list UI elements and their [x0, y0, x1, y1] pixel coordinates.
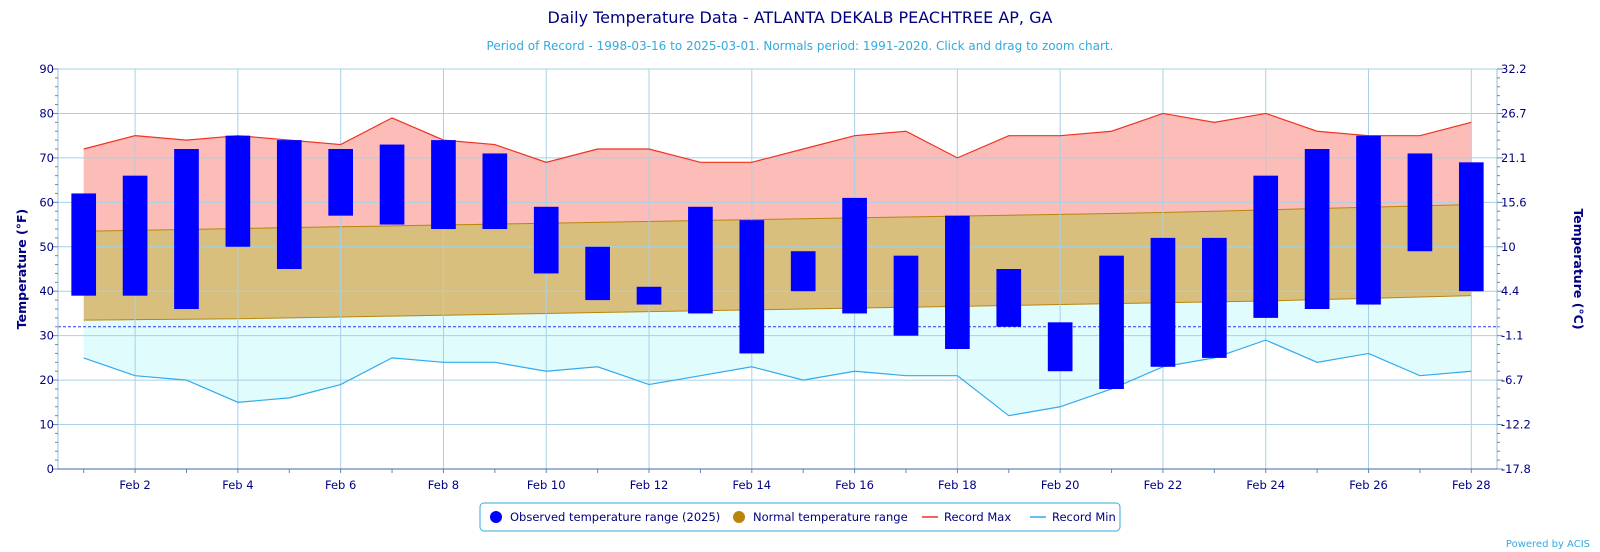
x-tick-label: Feb 18	[938, 478, 977, 492]
x-tick-label: Feb 22	[1144, 478, 1183, 492]
observed-bar[interactable]	[1047, 322, 1073, 372]
normal-low-line	[83, 295, 1472, 321]
legend-label: Normal temperature range	[753, 510, 908, 524]
record-low-band	[83, 295, 1472, 416]
observed-bar[interactable]	[1253, 175, 1279, 318]
normal-high-line	[83, 204, 1472, 232]
observed-bar[interactable]	[1407, 153, 1433, 252]
y-tick-label-left: 0	[47, 462, 54, 476]
y-tick-label-left: 40	[39, 284, 54, 298]
record-high-band	[83, 113, 1472, 232]
legend-box	[479, 502, 1121, 532]
record-lines	[83, 112, 1472, 417]
y-tick-label-right: 4.4	[1501, 284, 1519, 298]
record-max-line	[83, 112, 1472, 163]
y-tick-label-left: 80	[39, 106, 54, 120]
chart-title: Daily Temperature Data - ATLANTA DEKALB …	[548, 8, 1053, 27]
legend-symbol-dot	[490, 511, 502, 523]
observed-bar[interactable]	[790, 251, 816, 292]
observed-bar[interactable]	[1356, 135, 1381, 305]
y-tick-label-right: -6.7	[1501, 373, 1523, 387]
x-tick-label: Feb 16	[835, 478, 874, 492]
observed-bar[interactable]	[379, 144, 405, 225]
x-tick-label: Feb 26	[1349, 478, 1388, 492]
x-tick-label: Feb 8	[428, 478, 459, 492]
y-tick-label-right: 26.7	[1501, 106, 1527, 120]
observed-bar[interactable]	[1304, 149, 1330, 309]
y-tick-label-right: 21.1	[1501, 151, 1527, 165]
x-tick-label: Feb 6	[325, 478, 356, 492]
y-tick-label-right: -17.8	[1501, 462, 1531, 476]
legend-item[interactable]: Observed temperature range (2025)	[490, 510, 720, 524]
y-tick-label-left: 70	[39, 151, 54, 165]
observed-bar[interactable]	[122, 175, 148, 296]
y-tick-label-left: 60	[39, 195, 54, 209]
y-tick-label-right: -12.2	[1501, 418, 1531, 432]
observed-bar[interactable]	[636, 286, 662, 305]
observed-bar[interactable]	[585, 246, 610, 301]
observed-bars[interactable]	[71, 135, 1484, 389]
y-tick-label-right: 10	[1501, 240, 1516, 254]
y-tick-label-left: 30	[39, 329, 54, 343]
observed-bar[interactable]	[1150, 237, 1176, 367]
observed-bar[interactable]	[328, 149, 353, 216]
legend[interactable]: Observed temperature range (2025) Normal …	[479, 502, 1121, 532]
observed-bar[interactable]	[533, 206, 559, 274]
x-tick-label: Feb 2	[119, 478, 150, 492]
x-tick-label: Feb 12	[630, 478, 669, 492]
observed-bar[interactable]	[1099, 255, 1124, 389]
legend-label: Record Max	[944, 510, 1011, 524]
observed-bar[interactable]	[688, 206, 713, 314]
legend-item[interactable]: Record Max	[922, 510, 1011, 524]
y-tick-label-left: 90	[39, 62, 54, 76]
observed-bar[interactable]	[1458, 162, 1484, 292]
observed-bar[interactable]	[996, 269, 1022, 327]
x-tick-label: Feb 14	[732, 478, 771, 492]
y-axis-label-left: Temperature (°F)	[14, 209, 29, 329]
credit-link[interactable]: Powered by ACIS	[1506, 539, 1590, 550]
y-tick-label-left: 50	[39, 240, 54, 254]
axes: 0 10 20 30 40 50 60 70 80 90 -17.8 -12.2 -6.7 -1.1 4.4…	[39, 62, 1530, 492]
observed-bar[interactable]	[945, 215, 970, 349]
y-tick-label-right: -1.1	[1501, 329, 1523, 343]
x-tick-label: Feb 20	[1041, 478, 1080, 492]
legend-label: Record Min	[1052, 510, 1116, 524]
observed-bar[interactable]	[482, 153, 508, 229]
y-tick-label-left: 20	[39, 373, 54, 387]
y-tick-label-right: 32.2	[1501, 62, 1527, 76]
y-axis-label-right: Temperature (°C)	[1571, 208, 1586, 329]
observed-bar[interactable]	[1202, 237, 1227, 358]
y-tick-label-right: 15.6	[1501, 195, 1527, 209]
x-tick-label: Feb 24	[1246, 478, 1285, 492]
y-tick-label-left: 10	[39, 418, 54, 432]
observed-bar[interactable]	[71, 193, 97, 296]
observed-bar[interactable]	[893, 255, 919, 336]
observed-bar[interactable]	[431, 140, 456, 229]
observed-bar[interactable]	[842, 197, 867, 314]
legend-symbol-dot	[733, 511, 745, 523]
chart-subtitle: Period of Record - 1998-03-16 to 2025-03…	[487, 39, 1114, 53]
observed-bar[interactable]	[739, 220, 765, 354]
record-min-line	[83, 339, 1472, 417]
observed-bar[interactable]	[225, 135, 251, 247]
legend-item[interactable]: Record Min	[1030, 510, 1116, 524]
observed-bar[interactable]	[174, 149, 199, 309]
x-tick-label: Feb 10	[527, 478, 566, 492]
x-tick-label: Feb 4	[222, 478, 253, 492]
x-tick-label: Feb 28	[1452, 478, 1491, 492]
observed-bar[interactable]	[276, 140, 302, 269]
legend-item[interactable]: Normal temperature range	[733, 510, 908, 524]
legend-label: Observed temperature range (2025)	[510, 510, 720, 524]
